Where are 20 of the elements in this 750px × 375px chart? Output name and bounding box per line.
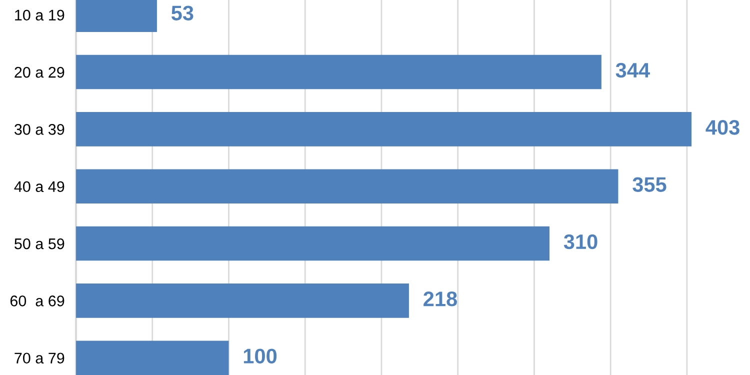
bar [76, 340, 229, 375]
data-label: 100 [244, 348, 277, 364]
y-tick-label: 40 a 49 [14, 181, 64, 192]
bar [76, 112, 692, 146]
data-label: 310 [564, 234, 598, 250]
data-label: 403 [706, 120, 740, 135]
y-tick-label: 20 a 29 [14, 66, 64, 78]
bar [76, 284, 409, 318]
y-tick-label: 60 a 69 [10, 296, 64, 306]
y-tick-label: 70 a 79 [14, 352, 64, 364]
bar [76, 226, 550, 261]
y-tick-label: 30 a 39 [14, 124, 64, 135]
data-label: 218 [424, 292, 457, 306]
data-label: 355 [632, 177, 666, 192]
y-tick-label: 10 a 19 [15, 10, 64, 21]
data-label: 53 [171, 6, 194, 20]
y-tick-label: 50 a 59 [14, 238, 64, 250]
bar [76, 54, 602, 90]
data-label: 344 [616, 62, 650, 78]
bar [76, 169, 618, 204]
